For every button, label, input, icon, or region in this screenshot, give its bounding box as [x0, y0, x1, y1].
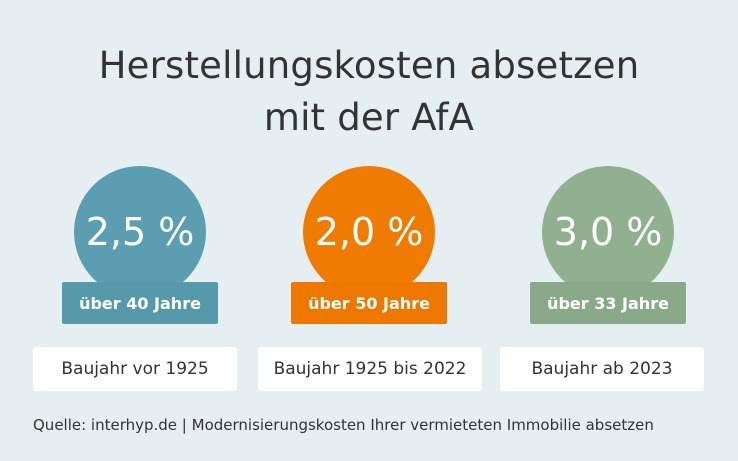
rate-circle: 3,0 %: [542, 166, 674, 298]
period-box: Baujahr vor 1925: [33, 347, 237, 391]
duration-tag: über 40 Jahre: [62, 282, 218, 324]
rate-circle: 2,0 %: [303, 166, 435, 298]
source-note: Quelle: interhyp.de | Modernisierungskos…: [33, 416, 654, 434]
period-box: Baujahr 1925 bis 2022: [258, 347, 482, 391]
duration-tag: über 50 Jahre: [291, 282, 447, 324]
title-line: Herstellungskosten absetzen: [98, 44, 640, 87]
rate-circle: 2,5 %: [74, 166, 206, 298]
period-box: Baujahr ab 2023: [500, 347, 704, 391]
title-line: mit der AfA: [263, 96, 475, 139]
duration-tag: über 33 Jahre: [530, 282, 686, 324]
